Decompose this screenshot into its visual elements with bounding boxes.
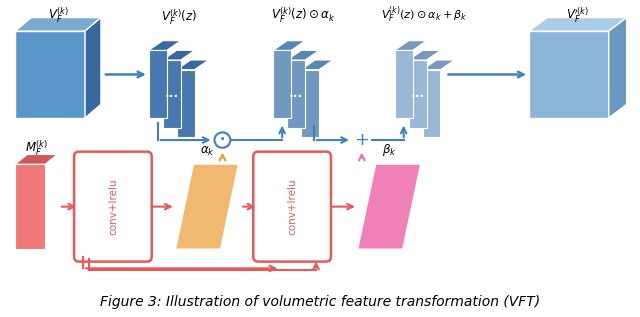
Text: $\beta_k$: $\beta_k$ bbox=[382, 142, 396, 158]
Text: Figure 3: Illustration of volumetric feature transformation (VFT): Figure 3: Illustration of volumetric fea… bbox=[100, 295, 540, 309]
Polygon shape bbox=[287, 50, 319, 60]
Polygon shape bbox=[395, 50, 413, 118]
Polygon shape bbox=[15, 154, 57, 164]
Polygon shape bbox=[358, 164, 420, 249]
Polygon shape bbox=[287, 60, 305, 127]
Text: $\mathbf{\mathit{V}}_F^{(k)}(z) \odot \alpha_k + \beta_k$: $\mathbf{\mathit{V}}_F^{(k)}(z) \odot \a… bbox=[381, 4, 468, 25]
Polygon shape bbox=[301, 70, 319, 137]
Polygon shape bbox=[15, 31, 85, 118]
Polygon shape bbox=[273, 50, 291, 118]
Text: conv+lrelu: conv+lrelu bbox=[108, 178, 118, 235]
Text: conv+lrelu: conv+lrelu bbox=[287, 178, 297, 235]
Text: ·: · bbox=[220, 133, 225, 147]
Text: $\mathbf{\mathit{V}}_F^{(k)}$: $\mathbf{\mathit{V}}_F^{(k)}$ bbox=[48, 6, 68, 25]
Polygon shape bbox=[148, 50, 166, 118]
Polygon shape bbox=[422, 70, 440, 137]
Polygon shape bbox=[408, 50, 440, 60]
Polygon shape bbox=[529, 31, 609, 118]
Polygon shape bbox=[422, 60, 454, 70]
Polygon shape bbox=[529, 17, 627, 31]
Text: $\mathbf{\mathit{V}}_F^{(k)}(z) \odot \alpha_k$: $\mathbf{\mathit{V}}_F^{(k)}(z) \odot \a… bbox=[271, 6, 335, 25]
Polygon shape bbox=[395, 41, 426, 50]
Polygon shape bbox=[273, 41, 305, 50]
Polygon shape bbox=[609, 17, 627, 118]
Polygon shape bbox=[301, 60, 333, 70]
Polygon shape bbox=[163, 60, 180, 127]
Polygon shape bbox=[177, 60, 209, 70]
Polygon shape bbox=[85, 17, 101, 118]
Polygon shape bbox=[175, 164, 238, 249]
FancyBboxPatch shape bbox=[74, 152, 152, 262]
Polygon shape bbox=[148, 41, 180, 50]
Text: +: + bbox=[355, 131, 369, 149]
Polygon shape bbox=[163, 50, 195, 60]
Polygon shape bbox=[15, 17, 101, 31]
Text: ...: ... bbox=[164, 87, 179, 100]
Circle shape bbox=[214, 133, 230, 148]
Text: $\mathbf{\mathit{M}}_F^{(k)}$: $\mathbf{\mathit{M}}_F^{(k)}$ bbox=[25, 139, 47, 158]
Text: ...: ... bbox=[410, 87, 425, 100]
Polygon shape bbox=[177, 70, 195, 137]
Text: $\mathbf{\mathit{V}}_F^{\prime(k)}$: $\mathbf{\mathit{V}}_F^{\prime(k)}$ bbox=[566, 6, 589, 25]
Text: ...: ... bbox=[289, 87, 303, 100]
Polygon shape bbox=[408, 60, 426, 127]
Text: $\mathbf{\mathit{V}}_F^{(k)}(z)$: $\mathbf{\mathit{V}}_F^{(k)}(z)$ bbox=[161, 8, 196, 27]
Polygon shape bbox=[15, 164, 45, 249]
FancyBboxPatch shape bbox=[253, 152, 331, 262]
Text: $\alpha_k$: $\alpha_k$ bbox=[200, 145, 214, 158]
